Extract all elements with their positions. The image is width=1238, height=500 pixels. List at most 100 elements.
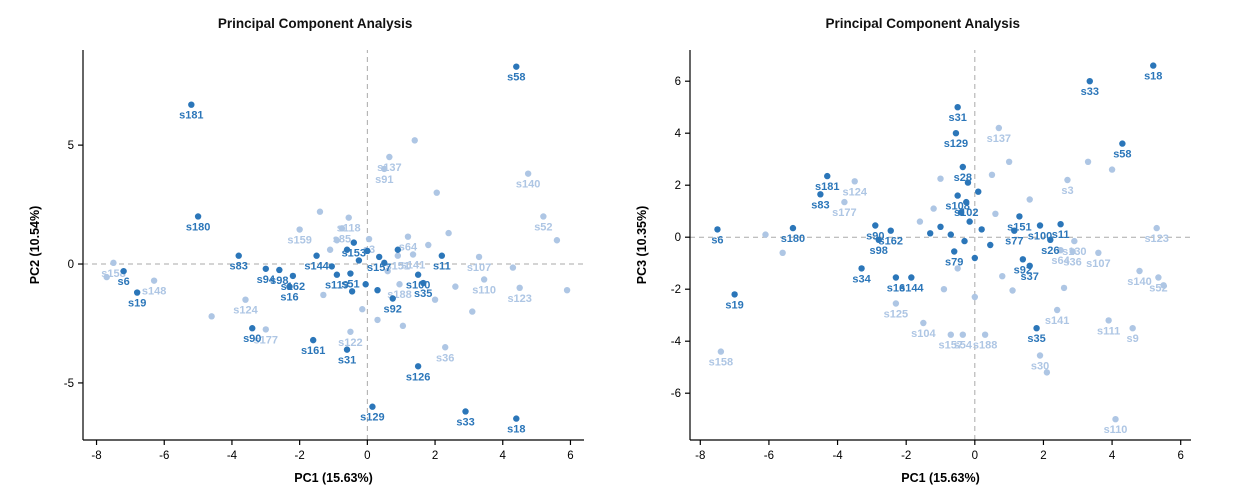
svg-text:s110: s110 <box>1104 424 1128 436</box>
svg-text:s83: s83 <box>812 199 830 211</box>
svg-text:-4: -4 <box>671 336 682 348</box>
svg-text:s107: s107 <box>466 262 490 274</box>
svg-text:s188: s188 <box>973 340 997 352</box>
svg-text:s177: s177 <box>253 334 277 346</box>
svg-text:-2: -2 <box>671 284 681 296</box>
svg-text:s36: s36 <box>436 352 454 364</box>
svg-text:s16: s16 <box>280 292 298 304</box>
svg-text:s181: s181 <box>179 110 203 122</box>
svg-text:6: 6 <box>567 450 573 462</box>
svg-text:s6: s6 <box>712 234 724 246</box>
svg-text:0: 0 <box>67 259 73 271</box>
svg-text:s151: s151 <box>385 261 409 273</box>
svg-text:2: 2 <box>432 450 438 462</box>
svg-text:s144: s144 <box>899 283 924 295</box>
svg-text:s144: s144 <box>304 261 329 273</box>
svg-text:s98: s98 <box>870 245 888 257</box>
svg-text:s35: s35 <box>414 288 432 300</box>
pca-plot-pc1-pc2: Principal Component Analysis -8 -6 -4 -2 0 2 4… <box>23 0 608 488</box>
svg-text:s102: s102 <box>954 207 978 219</box>
svg-text:s26: s26 <box>1041 245 1059 257</box>
svg-text:s137: s137 <box>377 162 401 174</box>
svg-text:PC1 (15.63%): PC1 (15.63%) <box>294 471 373 485</box>
svg-text:s100: s100 <box>406 280 430 292</box>
svg-text:s52: s52 <box>534 221 552 233</box>
svg-text:-4: -4 <box>833 450 844 462</box>
svg-text:PC2 (10.54%): PC2 (10.54%) <box>28 206 42 285</box>
svg-text:-5: -5 <box>63 378 73 390</box>
svg-text:s104: s104 <box>911 328 936 340</box>
svg-text:2: 2 <box>675 180 681 192</box>
svg-text:s79: s79 <box>945 257 963 269</box>
svg-text:s140: s140 <box>516 179 540 191</box>
svg-text:s177: s177 <box>832 207 856 219</box>
svg-text:-4: -4 <box>226 450 237 462</box>
svg-text:s157: s157 <box>367 262 391 274</box>
scatter-canvas-pc1-pc2: -8 -6 -4 -2 0 2 4 6 -5 0 5 PC1 (15.63%) PC2 (10.54%)… <box>28 50 584 485</box>
svg-text:s148: s148 <box>142 286 166 298</box>
svg-text:0: 0 <box>972 450 978 462</box>
svg-text:s123: s123 <box>1145 233 1169 245</box>
svg-text:s123: s123 <box>507 293 531 305</box>
svg-text:s33: s33 <box>1081 86 1099 98</box>
svg-text:2: 2 <box>1041 450 1047 462</box>
svg-text:s124: s124 <box>843 186 868 198</box>
svg-text:s58: s58 <box>507 72 525 84</box>
svg-text:s54: s54 <box>954 340 973 352</box>
svg-text:s64: s64 <box>1052 255 1071 267</box>
svg-text:0: 0 <box>675 232 681 244</box>
svg-text:s31: s31 <box>338 355 356 367</box>
svg-text:s141: s141 <box>1045 315 1069 327</box>
svg-text:s77: s77 <box>1005 236 1023 248</box>
svg-text:-2: -2 <box>294 450 304 462</box>
svg-text:s162: s162 <box>879 236 903 248</box>
svg-text:s18: s18 <box>1144 71 1162 83</box>
svg-text:s129: s129 <box>944 138 968 150</box>
svg-text:s19: s19 <box>726 299 744 311</box>
svg-text:0: 0 <box>364 450 370 462</box>
svg-text:s181: s181 <box>815 181 839 193</box>
svg-text:4: 4 <box>499 450 506 462</box>
svg-text:s37: s37 <box>1021 271 1039 283</box>
svg-text:s162: s162 <box>280 281 304 293</box>
svg-text:s16: s16 <box>887 283 905 295</box>
svg-text:PC1 (15.63%): PC1 (15.63%) <box>902 471 981 485</box>
svg-text:s107: s107 <box>1086 258 1110 270</box>
svg-text:s141: s141 <box>400 260 424 272</box>
svg-text:s100: s100 <box>1028 231 1052 243</box>
svg-text:s129: s129 <box>360 412 384 424</box>
svg-text:s98: s98 <box>270 275 288 287</box>
svg-text:s11: s11 <box>1052 229 1070 241</box>
svg-text:s180: s180 <box>781 233 805 245</box>
svg-text:6: 6 <box>1178 450 1184 462</box>
svg-text:-2: -2 <box>901 450 911 462</box>
svg-text:s157: s157 <box>939 340 963 352</box>
svg-text:s110: s110 <box>472 284 496 296</box>
svg-text:s19: s19 <box>128 298 146 310</box>
svg-text:s92: s92 <box>383 304 401 316</box>
scatter-canvas-pc1-pc3: -8 -6 -4 -2 0 2 4 6 -6 -4 -2 0 2 4 6 PC1 (15.63%) PC3 (1… <box>635 50 1192 485</box>
svg-text:s33: s33 <box>456 416 474 428</box>
svg-text:s64: s64 <box>398 242 417 254</box>
chart-title-left: Principal Component Analysis <box>217 16 413 31</box>
svg-text:s18: s18 <box>507 424 525 436</box>
svg-text:s137: s137 <box>987 133 1011 145</box>
svg-text:s122: s122 <box>338 337 362 349</box>
svg-text:s159: s159 <box>287 235 311 247</box>
svg-text:4: 4 <box>675 128 682 140</box>
svg-text:5: 5 <box>67 140 73 152</box>
pca-plot-pc1-pc3: Principal Component Analysis -8 -6 -4 -2 0 2 4… <box>630 0 1215 488</box>
svg-text:s124: s124 <box>233 305 258 317</box>
svg-text:-8: -8 <box>91 450 101 462</box>
svg-text:s35: s35 <box>1028 333 1046 345</box>
svg-text:-6: -6 <box>764 450 774 462</box>
svg-text:s83: s83 <box>229 261 247 273</box>
svg-text:s34: s34 <box>853 273 872 285</box>
svg-text:s119: s119 <box>325 280 349 292</box>
svg-text:PC3 (10.35%): PC3 (10.35%) <box>635 206 649 285</box>
svg-text:-6: -6 <box>671 388 681 400</box>
svg-text:s6: s6 <box>117 276 129 288</box>
svg-text:s140: s140 <box>1128 276 1152 288</box>
svg-text:s58: s58 <box>1114 149 1132 161</box>
svg-text:4: 4 <box>1109 450 1116 462</box>
